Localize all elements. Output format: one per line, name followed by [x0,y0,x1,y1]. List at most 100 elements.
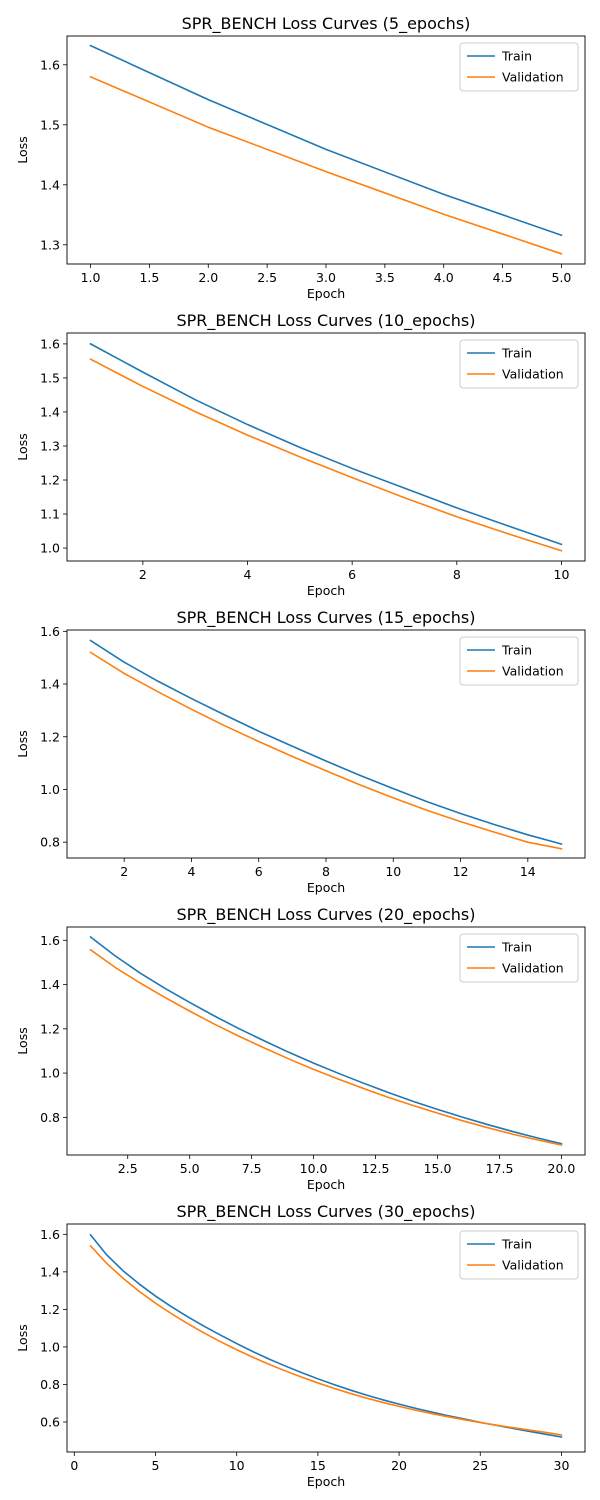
x-tick-label: 4 [187,864,195,879]
loss-chart-5: SPR_BENCH Loss Curves (30_epochs) 0 5 10 15 2… [15,1202,586,1489]
series-line-validation [89,75,563,255]
y-tick-label: 1.1 [40,507,60,522]
y-tick-label: 1.5 [40,117,60,132]
y-tick-label: 1.2 [40,1302,60,1317]
x-tick-label: 2.5 [257,270,277,285]
y-tick-label: 1.0 [40,1066,60,1081]
legend-label-train: Train [501,49,532,64]
y-tick-label: 1.2 [40,729,60,744]
y-tick-label: 1.2 [40,473,60,488]
x-tick-label: 2 [139,567,147,582]
plot-frame [66,332,586,562]
x-tick-label: 0 [70,1458,78,1473]
series-line-train [89,639,563,846]
plot-frame [66,1223,586,1453]
y-tick-label: 1.2 [40,1021,60,1036]
x-tick-label: 4.0 [434,270,454,285]
x-tick-label: 25 [472,1458,488,1473]
x-tick-label: 12.5 [362,1161,390,1176]
legend-box [459,1230,579,1280]
y-axis-label: Loss [15,1324,30,1351]
y-tick-label: 1.6 [40,57,60,72]
y-tick-label: 1.0 [40,782,60,797]
legend-label-train: Train [501,1237,532,1252]
series-line-validation [89,651,563,850]
legend: Train Validation [459,42,579,92]
x-tick-label: 15.0 [424,1161,452,1176]
legend-label-validation: Validation [502,664,564,679]
x-tick-label: 1.5 [139,270,159,285]
x-tick-label: 5.0 [552,270,572,285]
loss-chart-3: SPR_BENCH Loss Curves (15_epochs) 2 4 6 8 10 1… [15,608,586,895]
x-tick-label: 7.5 [242,1161,262,1176]
legend-label-train: Train [501,940,532,955]
x-tick-label: 6 [255,864,263,879]
legend-label-train: Train [501,643,532,658]
y-tick-label: 1.0 [40,1339,60,1354]
legend-label-train: Train [501,346,532,361]
loss-chart-2: SPR_BENCH Loss Curves (10_epochs) 2 4 6 8 10 1… [15,311,586,598]
x-tick-label: 10.0 [300,1161,328,1176]
y-axis-label: Loss [15,1027,30,1054]
y-tick-label: 1.3 [40,438,60,453]
x-tick-label: 2.5 [118,1161,138,1176]
x-tick-label: 6 [348,567,356,582]
x-tick-label: 10 [554,567,570,582]
legend: Train Validation [459,933,579,983]
x-axis-label: Epoch [307,583,345,598]
x-axis-label: Epoch [307,1177,345,1192]
x-tick-label: 15 [310,1458,326,1473]
legend-box [459,339,579,389]
y-tick-label: 1.4 [40,977,60,992]
plot-frame [66,629,586,859]
x-axis-label: Epoch [307,286,345,301]
legend-label-validation: Validation [502,961,564,976]
y-tick-label: 1.6 [40,624,60,639]
chart-title: SPR_BENCH Loss Curves (20_epochs) [177,905,476,925]
x-tick-label: 5 [152,1458,160,1473]
legend-box [459,636,579,686]
x-tick-label: 1.0 [81,270,101,285]
x-axis-label: Epoch [307,1474,345,1489]
legend-box [459,933,579,983]
y-tick-label: 1.4 [40,677,60,692]
series-line-train [89,935,563,1145]
legend-label-validation: Validation [502,367,564,382]
loss-chart-4: SPR_BENCH Loss Curves (20_epochs) 2.5 5.0 7… [15,905,586,1192]
x-tick-label: 12 [453,864,469,879]
y-tick-label: 1.4 [40,177,60,192]
legend: Train Validation [459,636,579,686]
y-tick-label: 0.8 [40,835,60,850]
x-tick-label: 30 [554,1458,570,1473]
series-line-train [89,342,563,546]
x-tick-label: 4 [244,567,252,582]
x-tick-label: 3.5 [375,270,395,285]
y-tick-label: 1.3 [40,237,60,252]
plot-frame [66,35,586,265]
y-tick-label: 1.5 [40,370,60,385]
series-line-validation [89,948,563,1146]
chart-title: SPR_BENCH Loss Curves (5_epochs) [182,14,471,34]
y-tick-label: 0.8 [40,1110,60,1125]
y-tick-label: 0.6 [40,1414,60,1429]
chart-title: SPR_BENCH Loss Curves (30_epochs) [177,1202,476,1222]
x-tick-label: 3.0 [316,270,336,285]
series-line-validation [89,1244,563,1436]
y-tick-label: 1.6 [40,933,60,948]
legend-box [459,42,579,92]
x-tick-label: 2.0 [198,270,218,285]
legend: Train Validation [459,1230,579,1280]
x-tick-label: 4.5 [493,270,513,285]
legend-label-validation: Validation [502,1258,564,1273]
legend-label-validation: Validation [502,70,564,85]
legend: Train Validation [459,339,579,389]
chart-title: SPR_BENCH Loss Curves (10_epochs) [177,311,476,331]
y-axis-label: Loss [15,730,30,757]
loss-chart-1: SPR_BENCH Loss Curves (5_epochs) 1.0 1.5 2.… [15,14,586,301]
x-axis-label: Epoch [307,880,345,895]
chart-title: SPR_BENCH Loss Curves (15_epochs) [177,608,476,628]
x-tick-label: 10 [385,864,401,879]
x-tick-label: 8 [322,864,330,879]
x-tick-label: 5.0 [180,1161,200,1176]
